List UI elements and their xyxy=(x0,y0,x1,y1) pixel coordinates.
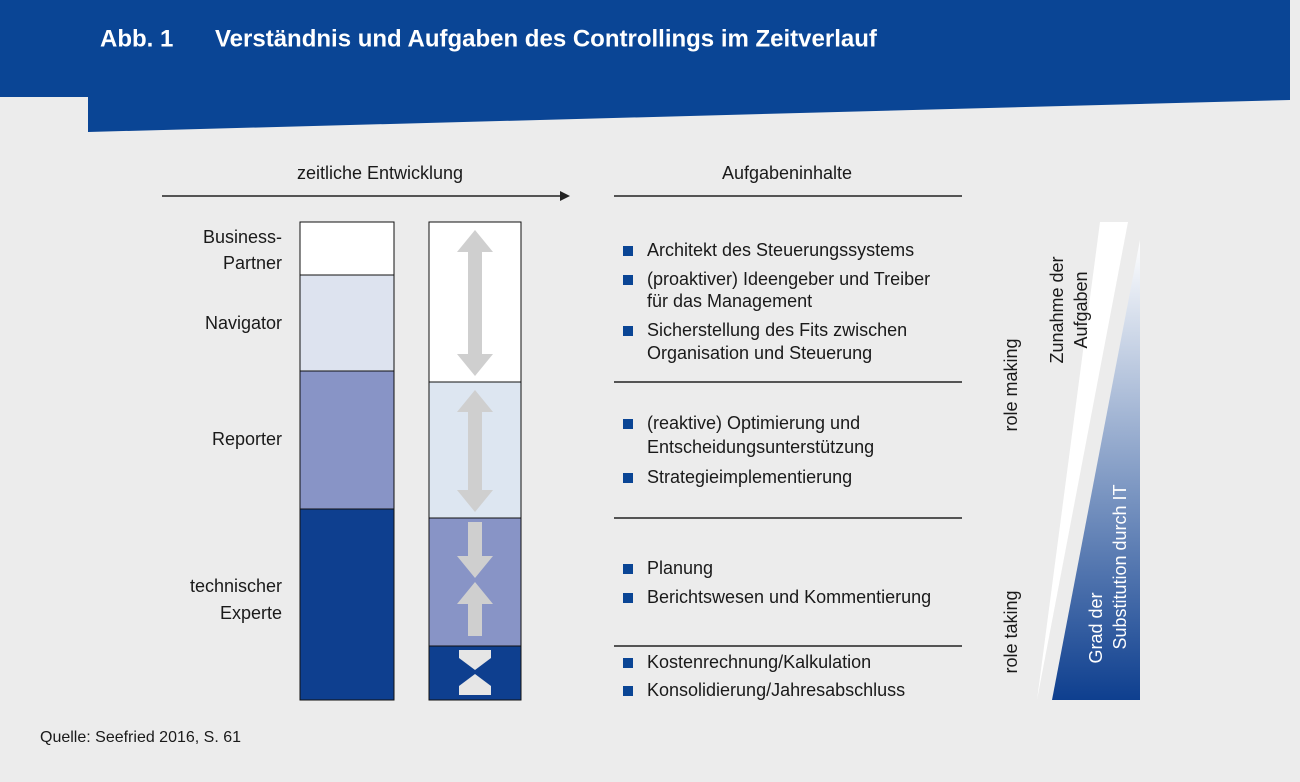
role-block xyxy=(299,508,395,701)
triangle-label: Aufgaben xyxy=(1071,271,1091,348)
arrow xyxy=(457,582,493,636)
bullet xyxy=(623,658,633,668)
role-label: Experte xyxy=(220,603,282,623)
source: Quelle: Seefried 2016, S. 61 xyxy=(40,729,241,746)
task-text: Sicherstellung des Fits zwischen xyxy=(647,320,907,340)
bullet xyxy=(623,246,633,256)
task-text: Berichtswesen und Kommentierung xyxy=(647,587,931,607)
triangle-label: Grad der xyxy=(1086,592,1106,663)
role-block xyxy=(299,274,395,372)
arrow xyxy=(457,230,493,376)
role-block xyxy=(299,221,395,276)
role-label: Business- xyxy=(203,227,282,247)
bullet xyxy=(623,564,633,574)
bullet xyxy=(623,593,633,603)
task-text: Architekt des Steuerungssystems xyxy=(647,240,914,260)
figure-title: Verständnis und Aufgaben des Controlling… xyxy=(215,25,878,52)
role-label: Reporter xyxy=(212,429,282,449)
task-text: (proaktiver) Ideengeber und Treiber xyxy=(647,269,930,289)
arrow xyxy=(457,390,493,512)
role-label: technischer xyxy=(190,576,282,596)
figure-label: Abb. 1 xyxy=(100,25,173,52)
role-block xyxy=(299,370,395,510)
task-text: für das Management xyxy=(647,291,812,311)
task-text: Planung xyxy=(647,558,713,578)
task-text: Organisation und Steuerung xyxy=(647,343,872,363)
triangle-label: Substitution durch IT xyxy=(1110,484,1130,649)
task-text: Strategieimplementierung xyxy=(647,467,852,487)
task-text: Kostenrechnung/Kalkulation xyxy=(647,652,871,672)
header-band xyxy=(0,0,1290,132)
triangle-label: Zunahme der xyxy=(1047,256,1067,363)
side-label: role making xyxy=(1001,338,1021,431)
bullet xyxy=(623,275,633,285)
role-label: Partner xyxy=(223,253,282,273)
left-heading: zeitliche Entwicklung xyxy=(297,163,463,183)
arrow xyxy=(459,674,491,695)
task-text: Konsolidierung/Jahresabschluss xyxy=(647,680,905,700)
time-arrow-head xyxy=(560,191,570,201)
task-text: Entscheidungsunterstützung xyxy=(647,437,874,457)
task-text: (reaktive) Optimierung und xyxy=(647,413,860,433)
right-heading: Aufgabeninhalte xyxy=(722,163,852,183)
bullet xyxy=(623,419,633,429)
arrow xyxy=(459,650,491,670)
increase-triangle xyxy=(1037,222,1128,700)
arrow xyxy=(457,522,493,578)
side-label: role taking xyxy=(1001,590,1021,673)
bullet xyxy=(623,326,633,336)
role-label: Navigator xyxy=(205,313,282,333)
bullet xyxy=(623,686,633,696)
substitution-triangle xyxy=(1052,240,1140,700)
bullet xyxy=(623,473,633,483)
